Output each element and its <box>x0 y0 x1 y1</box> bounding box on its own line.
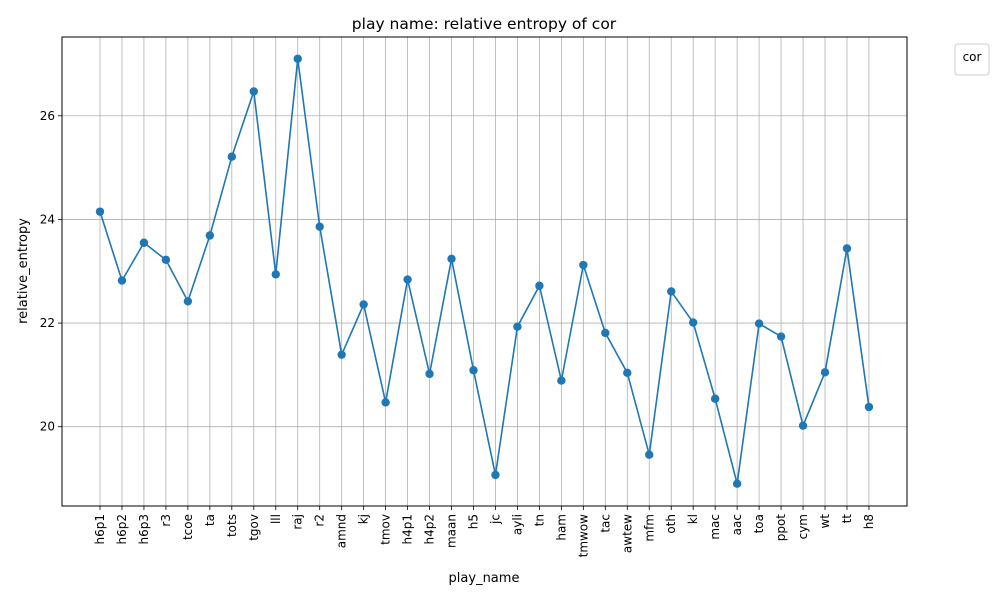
x-tick-label: tots <box>225 514 239 537</box>
y-tick-label: 24 <box>40 212 55 226</box>
data-point <box>579 260 588 270</box>
x-tick-label: aac <box>730 514 744 535</box>
data-point <box>139 238 149 247</box>
data-series <box>95 54 874 488</box>
data-point <box>205 231 215 240</box>
data-point <box>381 398 390 407</box>
data-point <box>557 376 566 385</box>
x-tick-label: jc <box>488 514 502 525</box>
data-point <box>359 300 368 309</box>
x-tick-label: ppot <box>774 514 788 542</box>
x-tick-label: mfm <box>642 514 656 542</box>
x-tick-label: tgov <box>247 514 261 541</box>
x-tick-label: tac <box>598 514 612 533</box>
x-tick-label: kl <box>686 514 700 524</box>
y-tick-label: 20 <box>40 420 55 434</box>
data-point <box>469 366 478 375</box>
x-tick-label: amnd <box>335 514 349 548</box>
x-tick-label: tcoe <box>181 514 195 540</box>
data-point <box>403 275 412 284</box>
data-point <box>447 254 456 264</box>
data-point <box>688 318 698 327</box>
x-tick-label: awtew <box>620 514 634 553</box>
data-point <box>315 222 324 231</box>
data-point <box>776 332 786 341</box>
x-tick-label: toa <box>752 514 766 533</box>
data-point <box>667 287 676 296</box>
data-point <box>183 297 193 306</box>
data-point <box>337 350 346 359</box>
y-tick-label: 26 <box>40 109 55 123</box>
x-tick-label: h5 <box>466 514 480 529</box>
data-point <box>249 87 258 96</box>
x-axis-title: play_name <box>449 571 520 586</box>
series-line <box>99 57 870 485</box>
data-point <box>820 368 830 377</box>
data-point <box>227 152 237 161</box>
x-tick-label: h6p3 <box>137 514 151 545</box>
data-point <box>623 368 632 378</box>
x-tick-label: wt <box>818 514 832 529</box>
x-tick-label: cym <box>796 514 810 539</box>
data-point <box>161 255 171 265</box>
x-tick-label: oth <box>664 514 678 534</box>
data-point <box>601 328 610 338</box>
legend-box <box>954 43 990 76</box>
x-tick-label: kj <box>357 514 371 524</box>
x-tick-label: raj <box>291 514 305 530</box>
x-tick-label: maan <box>445 514 459 548</box>
data-point <box>95 207 105 216</box>
data-point <box>645 450 654 459</box>
y-axis-title: relative_entropy <box>16 218 31 324</box>
x-tick-label: ayli <box>510 514 524 535</box>
data-point <box>798 421 808 430</box>
x-tick-label: tn <box>532 514 546 526</box>
x-tick-label: tt <box>840 514 854 524</box>
x-tick-label: tmwow <box>576 514 590 558</box>
x-tick-label: h8 <box>862 514 876 529</box>
y-tick-label: 22 <box>40 316 55 330</box>
x-tick-label: tmov <box>379 514 393 545</box>
plot-frame <box>61 36 908 507</box>
x-tick-label: h4p2 <box>423 514 437 545</box>
x-tick-label: mac <box>708 514 722 540</box>
data-point <box>513 322 522 331</box>
chart-title: play name: relative entropy of cor <box>352 15 617 33</box>
data-point <box>425 369 434 379</box>
data-point <box>754 319 764 328</box>
legend: cor <box>954 43 990 76</box>
x-tick-label: ta <box>203 514 217 526</box>
axis-ticks: h6p1 h6p2 h6p3 r3 tcoe ta tots tgov lll raj r2 amnd… <box>40 109 876 558</box>
data-point <box>491 470 500 480</box>
data-point <box>842 244 852 253</box>
x-tick-label: h4p1 <box>401 514 415 545</box>
data-point <box>710 394 720 403</box>
legend-title: cor <box>963 50 982 64</box>
data-point <box>271 270 280 279</box>
x-tick-label: h6p1 <box>93 514 107 545</box>
x-tick-label: ham <box>554 514 568 541</box>
data-point <box>535 281 544 290</box>
x-tick-label: h6p2 <box>115 514 129 545</box>
data-point <box>293 54 302 63</box>
data-point <box>117 276 127 285</box>
data-point <box>732 479 742 488</box>
data-point <box>864 402 874 412</box>
x-tick-label: lll <box>269 514 283 524</box>
x-tick-label: r2 <box>313 514 327 527</box>
x-tick-label: r3 <box>159 514 173 527</box>
grid-lines <box>62 37 907 506</box>
